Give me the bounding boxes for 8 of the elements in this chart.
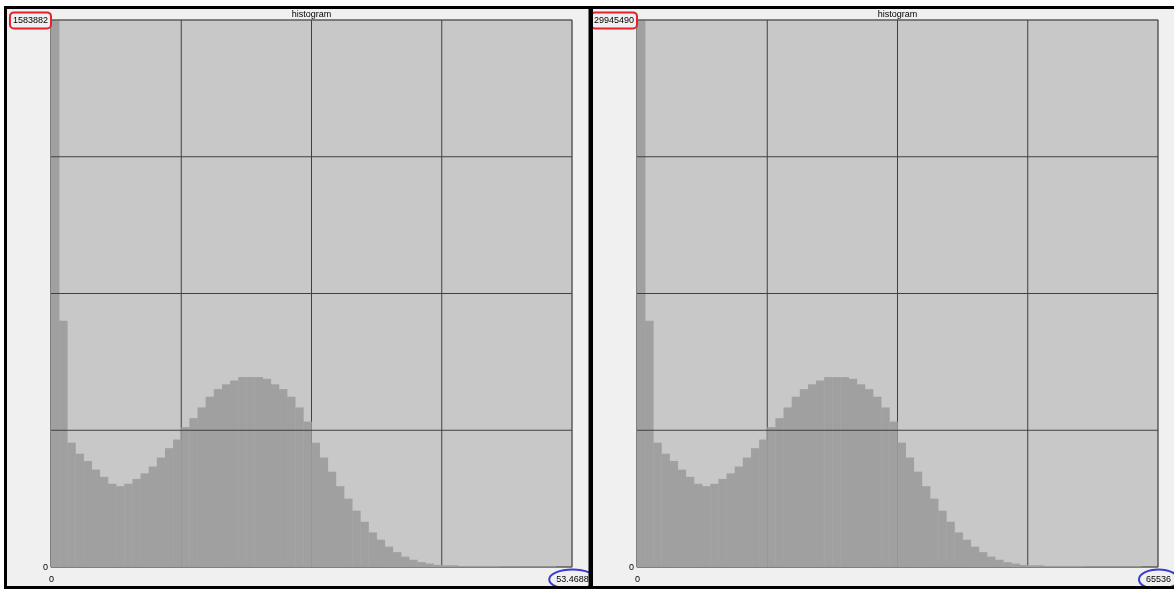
x-tick-label: 65536 (1145, 574, 1172, 585)
y-tick-label: 29945490 (593, 15, 634, 26)
x-tick-label: 0 (48, 574, 55, 585)
y-tick-label: 1583882 (12, 15, 48, 26)
chart-title: histogram (877, 9, 918, 19)
chart-title: histogram (291, 9, 332, 19)
x-tick-label: 0 (634, 574, 641, 585)
x-tick-label: 53.4688 (556, 574, 589, 585)
